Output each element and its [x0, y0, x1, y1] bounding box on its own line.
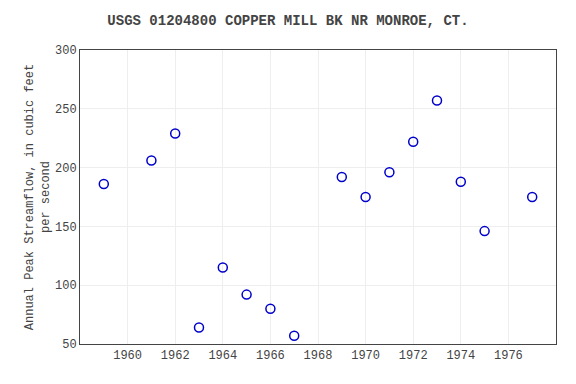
svg-text:1960: 1960 — [113, 349, 142, 363]
svg-text:1970: 1970 — [351, 349, 380, 363]
svg-text:1976: 1976 — [494, 349, 523, 363]
svg-text:50: 50 — [62, 338, 76, 352]
svg-text:1972: 1972 — [399, 349, 428, 363]
svg-text:250: 250 — [55, 103, 77, 117]
svg-text:Annual Peak Streamflow, in cub: Annual Peak Streamflow, in cubic feetper… — [23, 64, 53, 330]
svg-text:USGS 01204800 COPPER MILL BK N: USGS 01204800 COPPER MILL BK NR MONROE, … — [107, 13, 468, 29]
svg-text:1974: 1974 — [446, 349, 475, 363]
svg-text:1964: 1964 — [208, 349, 237, 363]
svg-text:1966: 1966 — [256, 349, 285, 363]
svg-text:200: 200 — [55, 162, 77, 176]
svg-text:100: 100 — [55, 279, 77, 293]
svg-text:150: 150 — [55, 221, 77, 235]
svg-text:300: 300 — [55, 44, 77, 58]
svg-text:1968: 1968 — [304, 349, 333, 363]
svg-text:1962: 1962 — [161, 349, 190, 363]
